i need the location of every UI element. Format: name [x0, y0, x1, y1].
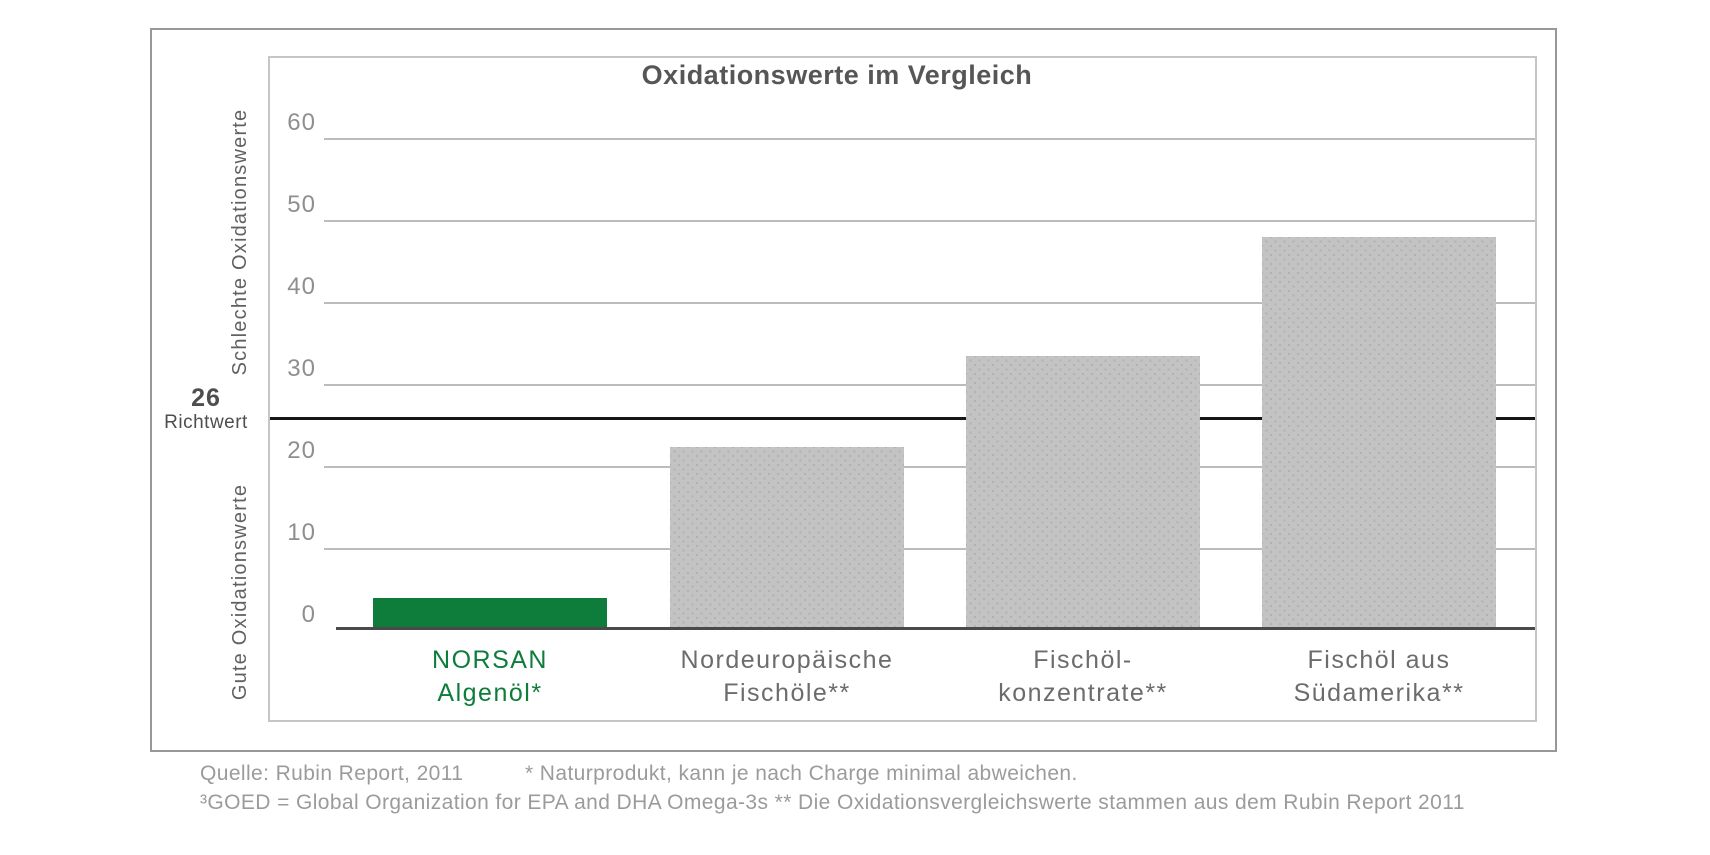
y-axis-section-label-good: Gute Oxidationswerte: [229, 483, 251, 701]
footer-note-batch: * Naturprodukt, kann je nach Charge mini…: [525, 762, 1078, 785]
footer-source: Quelle: Rubin Report, 2011: [200, 762, 464, 785]
reference-label: Richtwert: [164, 412, 248, 433]
footer-note-goed: ³GOED = Global Organization for EPA and …: [200, 791, 1465, 814]
reference-value: 26: [191, 384, 221, 412]
y-axis-section-label-bad: Schlechte Oxidationswerte: [229, 108, 251, 376]
reference-value-block: 26 Richtwert: [150, 385, 262, 435]
chart-plot-border: [268, 56, 1537, 722]
chart-title: Oxidationswerte im Vergleich: [641, 60, 1033, 90]
